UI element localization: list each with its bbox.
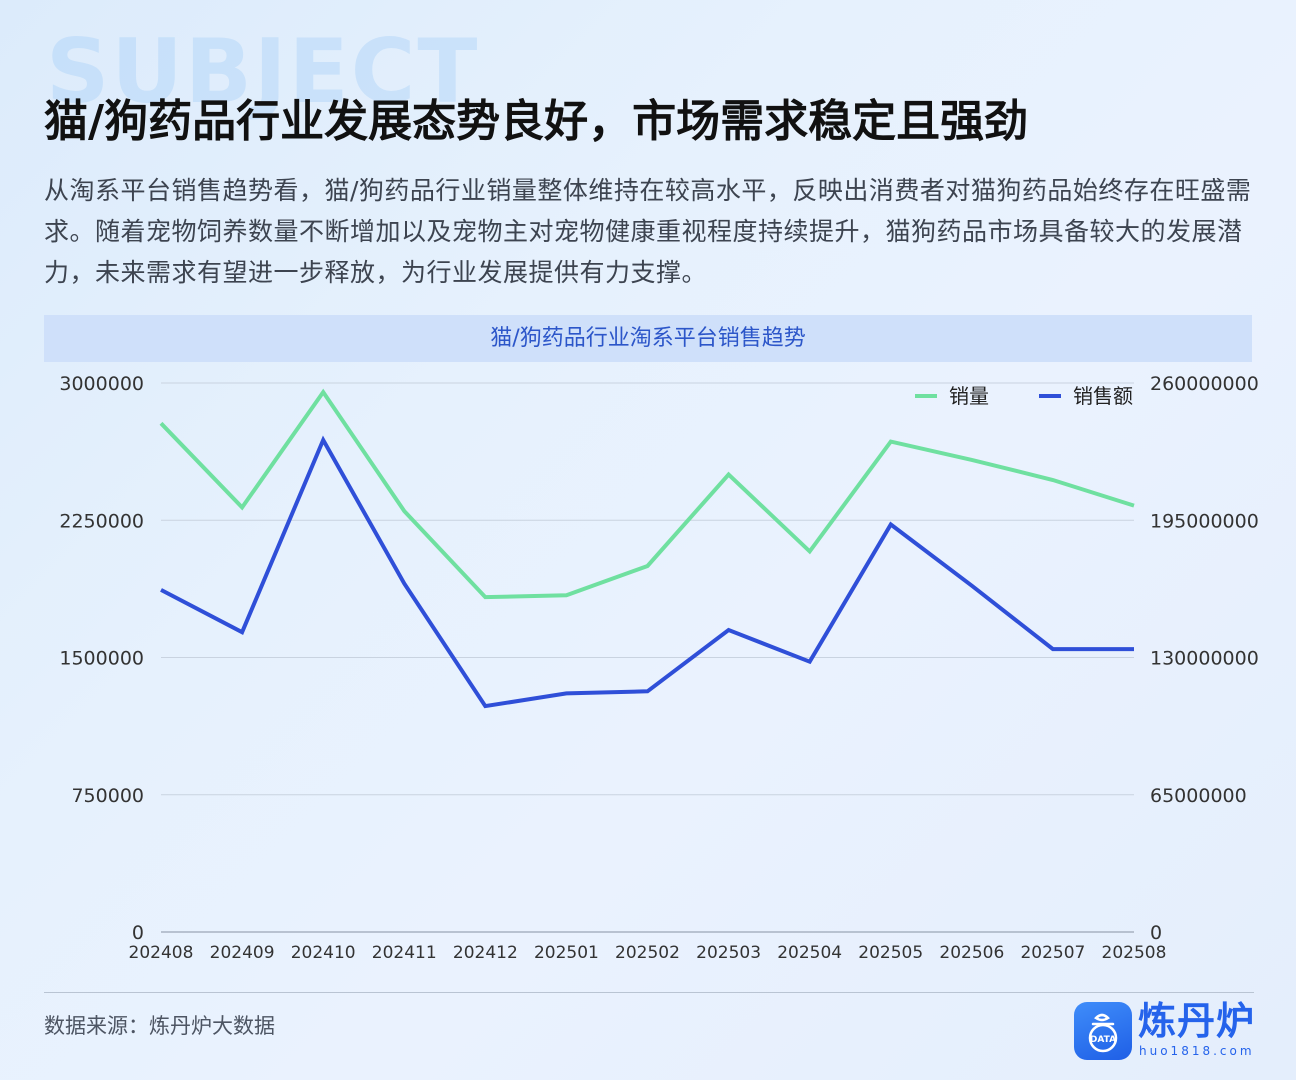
chart-title: 猫/狗药品行业淘系平台销售趋势 (490, 326, 806, 351)
y-left-tick-label: 3000000 (59, 373, 144, 395)
y-right-tick-label: 65000000 (1150, 785, 1247, 807)
y-left-tick-label: 2250000 (59, 510, 144, 532)
x-tick-label: 202504 (777, 943, 842, 963)
x-tick-label: 202503 (696, 943, 761, 963)
page-title: 猫/狗药品行业发展态势良好，市场需求稳定且强劲 (44, 96, 1029, 147)
footer-divider (44, 992, 1254, 993)
series-line-sales-amount (160, 435, 1134, 709)
x-tick-label: 202411 (372, 943, 437, 963)
x-tick-label: 202506 (939, 943, 1004, 963)
page-description: 从淘系平台销售趋势看，猫/狗药品行业销量整体维持在较高水平，反映出消费者对猫狗药… (44, 176, 1252, 287)
cauldron-icon: DATA (1074, 1002, 1132, 1060)
x-tick-label: 202408 (129, 943, 194, 963)
chart-title-band (44, 315, 1252, 362)
series-line-sales-volume (159, 388, 1135, 600)
y-right-tick-label: 195000000 (1150, 510, 1259, 532)
logo-url: huo1818.com (1139, 1044, 1255, 1058)
x-tick-label: 202501 (534, 943, 599, 963)
x-tick-label: 202508 (1102, 943, 1167, 963)
y-right-tick-label: 130000000 (1150, 648, 1259, 670)
watermark-text: SUBJECT (46, 20, 480, 123)
x-tick-label: 202505 (858, 943, 923, 963)
y-left-tick-label: 750000 (71, 785, 144, 807)
legend-label: 销售额 (1073, 384, 1133, 408)
x-tick-label: 202412 (453, 943, 518, 963)
y-right-tick-label: 0 (1150, 922, 1162, 944)
x-tick-label: 202409 (210, 943, 275, 963)
x-tick-label: 202507 (1020, 943, 1085, 963)
x-tick-label: 202502 (615, 943, 680, 963)
y-left-tick-label: 1500000 (59, 648, 144, 670)
data-source: 数据来源：炼丹炉大数据 (44, 1014, 275, 1038)
logo-name: 炼丹炉 (1138, 999, 1256, 1043)
y-left-tick-label: 0 (132, 922, 144, 944)
legend-label: 销量 (949, 384, 989, 408)
logo-badge: DATA (1090, 1035, 1116, 1045)
y-right-tick-label: 260000000 (1150, 373, 1259, 395)
x-tick-label: 202410 (291, 943, 356, 963)
